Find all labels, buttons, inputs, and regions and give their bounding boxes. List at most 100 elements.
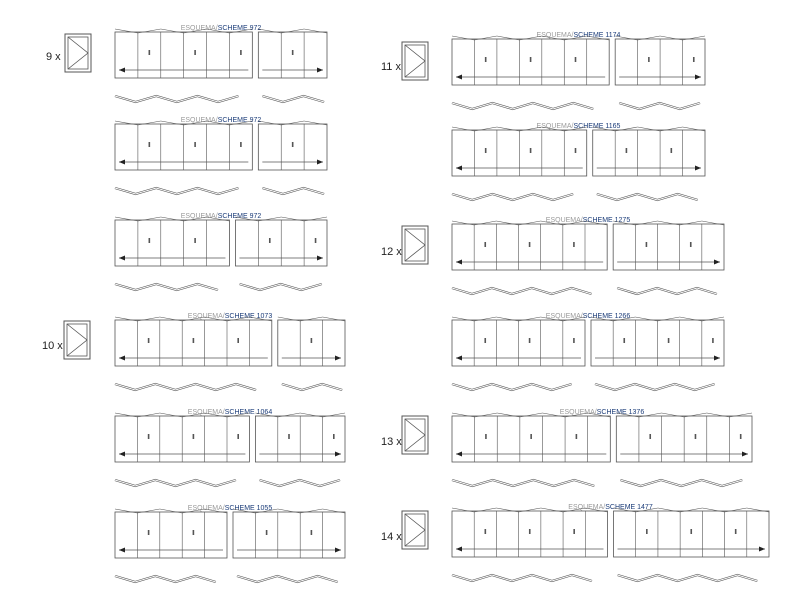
scheme-title-es: ESQUEMA [536, 32, 572, 39]
panel-top-fold [729, 412, 753, 418]
sliding-arrowhead [119, 255, 125, 261]
panel-top-fold [563, 507, 586, 513]
panel-top-fold [635, 220, 658, 226]
folded-plan-view [239, 282, 323, 292]
window-outer-frame [401, 415, 429, 455]
scheme-title-separator: / [215, 213, 218, 220]
panel-top-fold [159, 316, 183, 322]
sliding-arrowhead [119, 67, 125, 73]
door-handle [310, 530, 313, 535]
door-handle [147, 338, 150, 343]
window-opening-icon [401, 415, 429, 455]
panel-top-fold [541, 35, 565, 41]
opening-direction-line [404, 228, 426, 262]
door-group-frame [451, 415, 611, 463]
panel-top-fold [496, 220, 519, 226]
door-handle [528, 338, 531, 343]
door-handle [484, 529, 487, 534]
scheme-title-en: SCHEME 972 [217, 213, 262, 220]
scheme-title-en: SCHEME 1275 [582, 217, 631, 224]
panel-top-fold [114, 508, 138, 514]
door-group-frame [277, 319, 346, 367]
folded-plan-view-core [596, 193, 698, 201]
panel-top-fold [562, 316, 586, 322]
sliding-arrowhead [456, 165, 462, 171]
panel-top-fold [304, 216, 328, 222]
window-inner-frame [66, 323, 88, 357]
scheme-title-separator: / [215, 25, 218, 32]
panel-top-fold [300, 412, 323, 418]
folded-plan-view-core [114, 187, 239, 195]
door-handle [574, 57, 577, 62]
door-handle [237, 338, 239, 343]
panel-top-fold [519, 412, 543, 418]
scheme-title: ESQUEMA/SCHEME 1266 [451, 312, 725, 321]
panel-top-fold [585, 507, 608, 513]
scheme-svg [114, 412, 346, 488]
door-handle [528, 529, 531, 534]
panel-top-fold [114, 316, 138, 322]
panel-top-fold [281, 28, 305, 34]
folded-plan-view-core [617, 574, 758, 582]
door-handle [529, 148, 532, 153]
panel-top-fold [474, 316, 497, 322]
door-group-frame [257, 31, 328, 79]
scheme-title-es: ESQUEMA [568, 504, 604, 511]
door-handle [291, 142, 294, 147]
scheme-title-en: SCHEME 1477 [605, 504, 653, 511]
panel-top-fold [564, 35, 587, 41]
sliding-arrowhead [119, 451, 125, 457]
panel-top-fold [258, 120, 282, 126]
scheme-svg [114, 28, 328, 104]
scheme-title: ESQUEMA/SCHEME 972 [114, 212, 328, 221]
panel-top-fold [519, 126, 542, 132]
panel-top-fold [701, 316, 725, 322]
scheme-title-separator: / [222, 505, 225, 512]
window-inner-frame [404, 418, 426, 452]
sliding-arrowhead [456, 546, 462, 552]
opening-direction-line [404, 44, 426, 78]
panel-top-fold [114, 412, 138, 418]
window-opening-icon [401, 510, 429, 550]
panel-top-fold [638, 412, 662, 418]
sliding-arrowhead [119, 355, 125, 361]
scheme-diagram: ESQUEMA/SCHEME 972 [114, 24, 328, 108]
panel-top-fold [660, 126, 683, 132]
door-group-frame [114, 219, 230, 267]
panel-top-fold [226, 316, 250, 322]
door-handle [485, 434, 487, 439]
panel-top-fold [304, 120, 328, 126]
scheme-svg [114, 316, 346, 392]
panel-top-fold [702, 507, 725, 513]
folded-plan-view-core [114, 479, 237, 487]
panel-top-fold [518, 316, 541, 322]
scheme-diagram: ESQUEMA/SCHEME 1275 [451, 216, 725, 300]
window-outer-frame [401, 41, 429, 81]
panel-top-fold [204, 316, 228, 322]
door-handle [192, 530, 195, 535]
panel-top-fold [137, 216, 161, 222]
sliding-arrowhead [119, 159, 125, 165]
panel-top-fold [304, 28, 328, 34]
panel-top-fold [137, 120, 161, 126]
scheme-svg [114, 508, 346, 584]
scheme-diagram: ESQUEMA/SCHEME 1165 [451, 122, 706, 206]
window-inner-frame [404, 513, 426, 547]
window-outer-frame [401, 510, 429, 550]
scheme-title: ESQUEMA/SCHEME 1477 [451, 503, 770, 512]
panel-top-fold [229, 28, 253, 34]
window-inner-frame [404, 228, 426, 262]
door-handle [649, 434, 652, 439]
sliding-arrowhead [742, 451, 748, 457]
panel-top-fold [724, 507, 747, 513]
door-group-frame [612, 223, 725, 271]
panel-top-fold [562, 220, 586, 226]
scheme-title-es: ESQUEMA [180, 213, 216, 220]
panel-top-fold [564, 126, 587, 132]
panel-top-fold [249, 316, 272, 322]
panel-top-fold [746, 507, 770, 513]
panel-top-fold [680, 507, 703, 513]
door-handle [575, 434, 578, 439]
scheme-title: ESQUEMA/SCHEME 1376 [451, 408, 753, 417]
door-handle [484, 242, 487, 247]
